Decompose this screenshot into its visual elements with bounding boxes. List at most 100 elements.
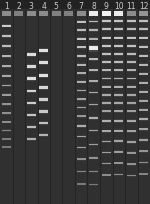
Bar	[127, 163, 136, 165]
Bar	[2, 65, 11, 68]
Bar	[139, 28, 148, 32]
Bar	[89, 69, 98, 73]
Bar	[76, 29, 86, 33]
Bar	[64, 12, 73, 17]
Text: 8: 8	[91, 2, 96, 11]
Bar	[2, 95, 11, 96]
Bar	[27, 139, 36, 141]
Bar	[127, 69, 136, 73]
Bar	[76, 99, 86, 100]
Bar	[76, 56, 86, 58]
Bar	[89, 92, 98, 94]
Bar	[114, 21, 123, 23]
Bar	[2, 146, 11, 149]
Bar	[14, 12, 23, 17]
Bar	[102, 53, 111, 57]
Bar	[76, 81, 86, 84]
Bar	[89, 30, 98, 32]
Bar	[27, 102, 36, 105]
Bar	[114, 37, 123, 40]
Bar	[76, 183, 86, 185]
Bar	[102, 140, 111, 143]
Bar	[89, 38, 98, 41]
Bar	[39, 62, 48, 65]
Bar	[114, 70, 123, 72]
Bar	[139, 21, 148, 23]
Bar	[127, 130, 136, 133]
Bar	[127, 62, 136, 64]
Bar	[39, 134, 48, 136]
Bar	[2, 12, 11, 17]
Bar	[114, 53, 123, 57]
Bar	[52, 12, 61, 17]
Bar	[127, 102, 136, 105]
Bar	[139, 64, 148, 66]
Bar	[114, 29, 123, 31]
Bar	[39, 50, 48, 52]
Bar	[139, 20, 148, 24]
Bar	[39, 99, 48, 101]
Bar	[127, 78, 136, 81]
Bar	[102, 103, 111, 104]
Bar	[114, 94, 123, 97]
Bar	[102, 102, 111, 105]
Bar	[139, 12, 148, 17]
Bar	[139, 63, 148, 67]
Bar	[114, 86, 123, 89]
Bar	[102, 21, 111, 23]
Bar	[89, 29, 98, 33]
Bar	[76, 30, 86, 32]
Bar	[2, 55, 11, 59]
Bar	[76, 55, 86, 58]
Bar	[27, 90, 36, 93]
Bar	[2, 75, 11, 78]
Bar	[2, 122, 11, 123]
Bar	[39, 110, 48, 114]
Bar	[27, 65, 36, 68]
Bar	[2, 46, 11, 48]
Bar	[76, 125, 86, 128]
Bar	[39, 98, 48, 102]
Bar	[139, 119, 148, 120]
Bar	[114, 45, 123, 48]
Bar	[89, 118, 98, 119]
Bar	[139, 109, 148, 112]
Bar	[27, 53, 36, 58]
Bar	[102, 78, 111, 81]
Bar	[127, 61, 136, 65]
Bar	[127, 152, 136, 154]
Bar	[89, 143, 98, 146]
Bar	[127, 94, 136, 97]
Bar	[39, 111, 48, 113]
Bar	[27, 125, 36, 130]
Bar	[2, 146, 11, 148]
Bar	[2, 103, 11, 106]
Bar	[76, 171, 86, 173]
Bar	[139, 37, 148, 40]
Bar	[102, 54, 111, 56]
Bar	[2, 121, 11, 124]
Bar	[102, 86, 111, 88]
Bar	[27, 126, 36, 129]
Bar	[2, 138, 11, 140]
Bar	[76, 159, 86, 160]
Text: 3: 3	[29, 2, 34, 11]
Bar	[139, 73, 148, 75]
Bar	[114, 120, 123, 123]
Bar	[127, 54, 136, 56]
Bar	[102, 120, 111, 122]
Bar	[76, 47, 86, 50]
Bar	[139, 54, 148, 58]
Text: 7: 7	[79, 2, 84, 11]
Bar	[114, 140, 123, 142]
Bar	[127, 131, 136, 133]
Bar	[76, 98, 86, 101]
Bar	[139, 140, 148, 141]
Bar	[102, 37, 111, 40]
Bar	[114, 62, 123, 64]
Bar	[102, 78, 111, 80]
Bar	[127, 21, 136, 23]
Text: 2: 2	[16, 2, 21, 11]
Bar	[139, 82, 148, 85]
Bar	[76, 90, 86, 92]
